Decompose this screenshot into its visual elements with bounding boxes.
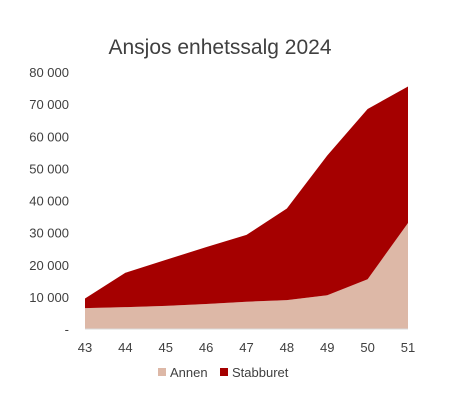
y-tick-label: 10 000: [29, 290, 69, 305]
y-tick-label: 70 000: [29, 97, 69, 112]
x-tick-label: 49: [320, 340, 334, 355]
legend-swatch: [158, 368, 166, 376]
legend-swatch: [220, 368, 228, 376]
x-tick-label: 43: [78, 340, 92, 355]
area-series-stabburet: [85, 86, 408, 309]
x-tick-labels: 43 44 45 46 47 48 49 50 51: [78, 340, 415, 355]
y-tick-label: 20 000: [29, 258, 69, 273]
x-tick-label: 45: [159, 340, 173, 355]
legend: Annen Stabburet: [158, 365, 289, 380]
y-tick-label: -: [65, 322, 69, 337]
x-tick-label: 51: [401, 340, 415, 355]
chart-title: Ansjos enhetssalg 2024: [109, 36, 332, 59]
x-tick-label: 44: [118, 340, 132, 355]
y-tick-label: 50 000: [29, 161, 69, 176]
x-tick-label: 48: [280, 340, 294, 355]
x-tick-label: 47: [239, 340, 253, 355]
legend-item-stabburet: Stabburet: [220, 365, 289, 380]
y-tick-label: 30 000: [29, 226, 69, 241]
plot-areas: [85, 86, 408, 329]
area-series-annen: [85, 222, 408, 329]
legend-label: Stabburet: [232, 365, 289, 380]
y-tick-label: 60 000: [29, 129, 69, 144]
legend-label: Annen: [170, 365, 208, 380]
y-tick-label: 80 000: [29, 65, 69, 80]
legend-item-annen: Annen: [158, 365, 208, 380]
x-tick-label: 46: [199, 340, 213, 355]
y-tick-label: 40 000: [29, 194, 69, 209]
y-axis: - 10 000 20 000 30 000 40 000 50 000 60 000 70 …: [29, 65, 69, 337]
x-tick-label: 50: [360, 340, 374, 355]
